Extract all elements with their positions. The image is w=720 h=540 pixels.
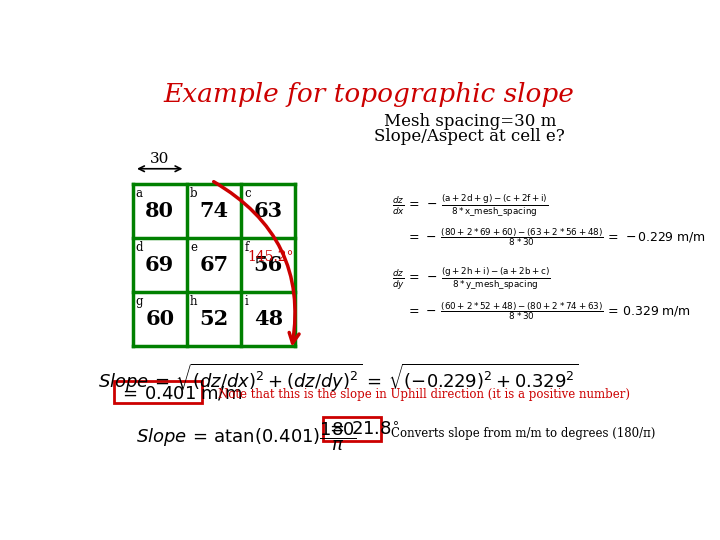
Text: Mesh spacing=30 m: Mesh spacing=30 m	[384, 112, 556, 130]
Text: 69: 69	[145, 255, 174, 275]
Text: 80: 80	[145, 201, 174, 221]
Text: 145.2°: 145.2°	[248, 249, 294, 264]
Text: $=\,0.401\;\mathrm{m/m}$: $=\,0.401\;\mathrm{m/m}$	[120, 384, 243, 402]
Text: g: g	[136, 295, 143, 308]
Text: 30: 30	[150, 152, 169, 166]
Text: 56: 56	[253, 255, 283, 275]
Text: e: e	[190, 241, 197, 254]
Text: Example for topographic slope: Example for topographic slope	[163, 82, 575, 107]
Text: Note that this is the slope in Uphill direction (it is a positive number): Note that this is the slope in Uphill di…	[218, 388, 630, 401]
Text: Converts slope from m/m to degrees (180/π): Converts slope from m/m to degrees (180/…	[391, 427, 655, 440]
Text: $\frac{dz}{dx}$$\,=\,-\,\frac{(\mathrm{a}+2\mathrm{d}+\mathrm{g})-(\mathrm{c}+2\: $\frac{dz}{dx}$$\,=\,-\,\frac{(\mathrm{a…	[392, 192, 549, 218]
Text: i: i	[244, 295, 248, 308]
Text: $Slope\,=\,\mathrm{atan}(0.401)\dfrac{180}{\pi}$: $Slope\,=\,\mathrm{atan}(0.401)\dfrac{18…	[137, 421, 357, 453]
Text: 74: 74	[199, 201, 228, 221]
Text: Slope/Aspect at cell e?: Slope/Aspect at cell e?	[374, 128, 565, 145]
Text: 52: 52	[199, 309, 229, 329]
Text: f: f	[244, 241, 248, 254]
Text: h: h	[190, 295, 197, 308]
Text: d: d	[136, 241, 143, 254]
Text: $\frac{dz}{dy}$$\,=\,-\,\frac{(\mathrm{g}+2\mathrm{h}+\mathrm{i})-(\mathrm{a}+2\: $\frac{dz}{dy}$$\,=\,-\,\frac{(\mathrm{g…	[392, 265, 551, 291]
Text: a: a	[136, 187, 143, 200]
Text: c: c	[244, 187, 251, 200]
Text: $=\,21.8^{\circ}$: $=\,21.8^{\circ}$	[326, 421, 400, 438]
Text: 67: 67	[199, 255, 228, 275]
Text: $Slope\,=\,\sqrt{(dz/dx)^{2}+(dz/dy)^{2}}\,=\,\sqrt{(-0.229)^{2}+0.329^{2}}$: $Slope\,=\,\sqrt{(dz/dx)^{2}+(dz/dy)^{2}…	[98, 361, 578, 394]
Text: 60: 60	[145, 309, 174, 329]
Text: 63: 63	[253, 201, 283, 221]
Text: $=\,-\,\frac{(80+2*69+60)-(63+2*56+48)}{8*30}\,=\,-0.229\;\mathrm{m/m}$: $=\,-\,\frac{(80+2*69+60)-(63+2*56+48)}{…	[406, 226, 706, 248]
Text: 48: 48	[253, 309, 283, 329]
Text: $=\,-\,\frac{(60+2*52+48)-(80+2*74+63)}{8*30}\,=\,0.329\;\mathrm{m/m}$: $=\,-\,\frac{(60+2*52+48)-(80+2*74+63)}{…	[406, 300, 691, 321]
Text: b: b	[190, 187, 197, 200]
